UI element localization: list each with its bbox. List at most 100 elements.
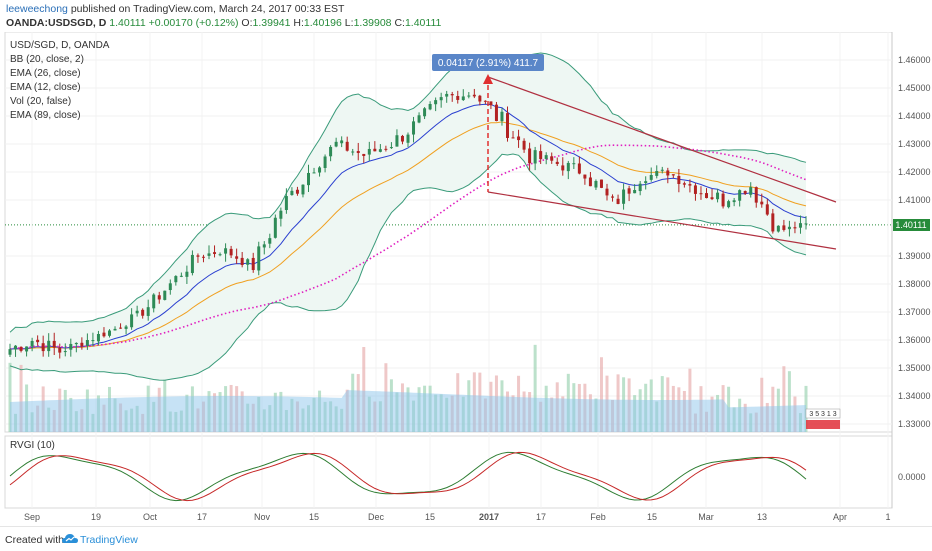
candle-body [367,148,371,155]
price-tick: 1.46000 [898,55,931,65]
last-price-tag: 1.40111 [893,219,930,231]
price-tick: 1.35000 [898,363,931,373]
legend-1[interactable]: BB (20, close, 2) [10,54,84,65]
candle-body [124,326,128,329]
low-label: L: [344,17,354,29]
candle-body [760,201,764,205]
volume-bar [787,371,791,432]
candle-body [406,134,410,143]
volume-badge-text: 3 5 3 1 3 [809,411,836,418]
legend-4[interactable]: Vol (20, false) [10,96,71,107]
candle-body [461,96,465,101]
candle-body [798,223,802,228]
candle-body [500,111,504,122]
open-label: O: [241,17,253,29]
candle-body [677,175,681,184]
candle-body [47,340,51,352]
candle-body [616,198,620,204]
time-tick: 15 [425,512,435,522]
candle-body [52,340,56,348]
candle-body [804,223,808,225]
candle-body [732,200,736,203]
candle-body [63,351,67,353]
candle-body [207,253,211,256]
candle-body [693,185,697,194]
candle-body [201,256,205,258]
price-tick: 1.39000 [898,251,931,261]
candle-body [528,148,532,164]
candle-body [682,183,686,185]
trend-channel [483,74,837,250]
rvgi-label[interactable]: RVGI (10) [10,440,55,451]
time-axis[interactable]: Sep 19 Oct 17 Nov 15 Dec 15 2017 17 Feb 15 Mar 13 Apr 1 [24,512,891,522]
candle-body [257,246,261,271]
time-tick: 15 [309,512,319,522]
candle-body [312,172,316,174]
tradingview-brand[interactable]: TradingView [80,534,138,546]
candle-body [539,151,543,160]
candle-body [721,193,725,207]
time-tick: Oct [143,512,158,522]
volume-bar [760,377,764,432]
candle-body [727,201,731,208]
candle-body [561,165,565,171]
high-label: H: [293,17,304,29]
rvgi-signal-line [9,451,807,502]
candle-body [638,183,642,192]
candle-body [141,309,145,316]
candle-body [119,327,123,329]
time-tick: Apr [833,512,847,522]
candle-body [340,140,344,144]
created-with-text: Created with [5,534,64,546]
legend-3[interactable]: EMA (12, close) [10,82,81,93]
candle-body [688,184,692,186]
legend-5[interactable]: EMA (89, close) [10,110,81,121]
ohlc-line: OANDA:USDSGD, D 1.40111 +0.00170 (+0.12%… [6,17,441,29]
candle-body [445,93,449,97]
price-axis[interactable]: 1.46000 1.45000 1.44000 1.43000 1.42000 1.410… [898,55,931,429]
candle-body [588,177,592,187]
bollinger-fill [10,53,806,381]
price-chart[interactable]: 0.04117 (2.91%) 411.7 USD/SGD, D, OANDA … [0,32,932,526]
candle-body [738,190,742,201]
candle-body [776,225,780,232]
candle-body [660,169,664,171]
channel-lower-line[interactable] [487,191,837,250]
bb-upper [9,52,807,333]
candle-body [185,271,189,277]
candle-body [262,244,266,248]
legend-2[interactable]: EMA (26, close) [10,68,81,79]
ema12-line [9,103,807,350]
volume-bar [19,364,23,432]
publish-line: leeweechong published on TradingView.com… [6,3,344,15]
candle-body [268,238,272,244]
candle-body [36,339,40,343]
candle-body [544,155,548,159]
price-tick: 1.34000 [898,391,931,401]
low-value: 1.39908 [353,17,392,29]
measure-tooltip: 0.04117 (2.91%) 411.7 [432,54,544,71]
price-tick: 1.45000 [898,83,931,93]
indicator-lines [9,52,807,381]
legend-0[interactable]: USD/SGD, D, OANDA [10,40,110,51]
candle-body [434,100,438,105]
candle-body [699,193,703,195]
candle-body [80,342,84,347]
candle-body [279,210,283,219]
candle-body [423,108,427,117]
candle-body [307,172,310,186]
legend-block: USD/SGD, D, OANDA BB (20, close, 2) EMA … [10,40,110,121]
channel-upper-line[interactable] [487,76,837,203]
time-tick: Mar [698,512,714,522]
volume-bar [599,357,603,432]
measure-arrow-icon [483,74,493,84]
price-tick: 1.33000 [898,419,931,429]
rvgi-lines [9,451,807,502]
author-link[interactable]: leeweechong [6,3,68,15]
candle-body [284,196,288,211]
candle-body [782,225,786,230]
rvgi-pane[interactable] [4,435,893,509]
bb-area [10,53,806,381]
candle-body [224,248,228,254]
candle-body [301,184,305,195]
